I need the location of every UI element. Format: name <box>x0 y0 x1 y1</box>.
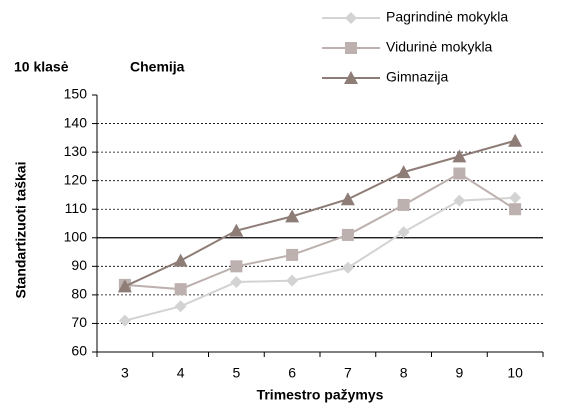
y-axis-title: Standartizuoti taškai <box>13 162 29 299</box>
y-tick-label: 120 <box>64 171 88 187</box>
marker <box>173 253 188 267</box>
subject-label: Chemija <box>130 59 185 75</box>
marker <box>285 209 300 223</box>
x-tick-label: 9 <box>455 365 463 381</box>
y-tick-label: 80 <box>71 286 87 302</box>
legend-label: Gimnazija <box>386 69 448 85</box>
y-tick-label: 140 <box>64 114 88 130</box>
marker <box>453 194 466 207</box>
y-tick-label: 150 <box>64 86 88 102</box>
marker <box>340 192 355 206</box>
marker <box>341 228 354 241</box>
marker <box>286 274 299 287</box>
y-tick-label: 110 <box>65 200 88 216</box>
marker <box>452 149 467 163</box>
marker <box>509 191 522 204</box>
x-tick-label: 7 <box>344 365 352 381</box>
legend-label: Pagrindinė mokykla <box>386 9 508 25</box>
marker <box>230 260 243 273</box>
marker <box>344 71 358 84</box>
y-tick-label: 60 <box>71 343 87 359</box>
marker <box>118 314 131 327</box>
x-tick-label: 8 <box>400 365 408 381</box>
marker <box>230 276 243 289</box>
series-line <box>124 139 516 288</box>
x-tick-label: 5 <box>232 365 240 381</box>
x-tick-label: 6 <box>288 365 296 381</box>
series-line <box>124 172 516 291</box>
series-line <box>124 196 516 322</box>
marker <box>341 261 354 274</box>
marker <box>117 279 132 293</box>
y-tick-label: 70 <box>71 314 87 330</box>
legend-label: Vidurinė mokykla <box>386 39 493 55</box>
marker <box>174 300 187 313</box>
x-axis-title: Trimestro pažymys <box>257 387 384 403</box>
marker <box>345 12 357 24</box>
marker <box>396 165 411 179</box>
y-tick-label: 100 <box>64 228 88 244</box>
marker <box>229 223 244 237</box>
marker <box>508 133 523 147</box>
y-tick-label: 130 <box>64 143 88 159</box>
marker <box>397 198 410 211</box>
marker <box>174 283 187 296</box>
x-tick-label: 3 <box>121 365 129 381</box>
x-tick-label: 4 <box>177 365 185 381</box>
x-tick-label: 10 <box>507 365 523 381</box>
marker <box>397 226 410 239</box>
grade-label: 10 klasė <box>14 59 69 75</box>
marker <box>509 203 522 216</box>
marker <box>345 42 357 54</box>
marker <box>286 248 299 261</box>
y-tick-label: 90 <box>71 257 87 273</box>
marker <box>453 167 466 180</box>
